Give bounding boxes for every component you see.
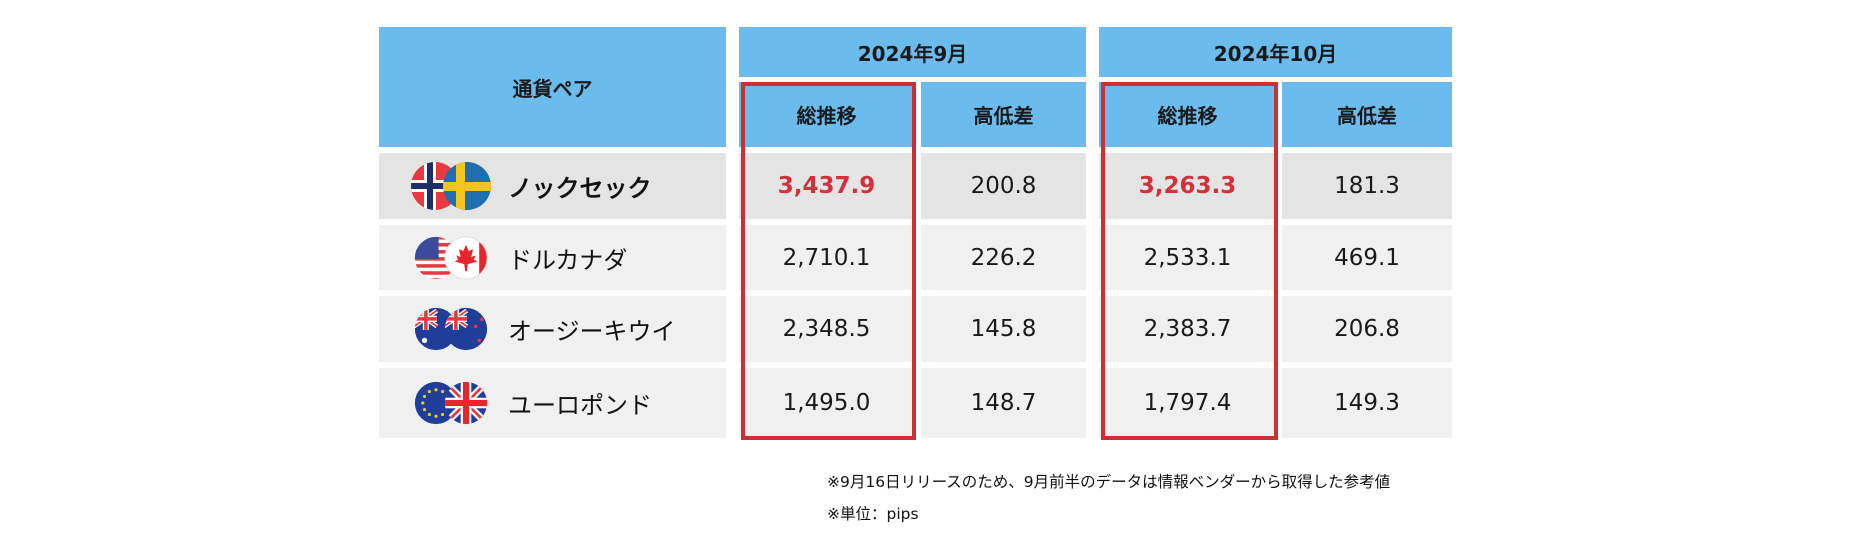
oct-range-cell: 181.3 [1282,153,1452,219]
note-unit: ※単位：pips [827,505,919,523]
oct-total-cell: 2,533.1 [1099,225,1276,290]
oct-total-cell: 1,797.4 [1099,368,1276,438]
uk-flag-icon [444,381,488,425]
sep-total-cell: 1,495.0 [739,368,914,438]
header-oct-total-label: 総推移 [1157,104,1218,128]
header-period-oct: 2024年10月 [1099,27,1452,77]
oct-range-cell: 149.3 [1282,368,1452,438]
aud-nzd-flags [414,307,490,351]
sep-total-cell: 2,348.5 [739,296,914,362]
sep-range-cell: 200.8 [921,153,1086,219]
usd-cad-flags [414,235,490,280]
header-period-sep-label: 2024年9月 [857,41,968,66]
sep-range-cell: 145.8 [921,296,1086,362]
header-currency-pair: 通貨ペア [379,27,726,147]
header-period-sep: 2024年9月 [739,27,1086,77]
table-row-pair: ユーロポンド [379,368,726,438]
table-row-pair: オージーキウイ [379,296,726,362]
sep-range-cell: 148.7 [921,368,1086,438]
sep-total-cell: 2,710.1 [739,225,914,290]
header-currency-pair-label: 通貨ペア [512,76,593,101]
pair-name: ドルカナダ [508,246,628,274]
pair-name: ノックセック [508,174,652,203]
oct-total-cell: 3,263.3 [1099,153,1276,219]
oct-range-cell: 469.1 [1282,225,1452,290]
new-zealand-flag-icon [444,307,488,351]
oct-range-cell: 206.8 [1282,296,1452,362]
header-sep-total-label: 総推移 [796,104,857,128]
sep-total-cell: 3,437.9 [739,153,914,219]
pair-name: ユーロポンド [508,391,652,420]
header-oct-range: 高低差 [1282,82,1452,147]
nok-sek-flags [410,161,492,211]
header-oct-range-label: 高低差 [1337,104,1397,128]
pair-name: オージーキウイ [508,317,676,346]
table-row-pair: ノックセック [379,153,726,219]
oct-total-cell: 2,383.7 [1099,296,1276,362]
note-data-source: ※9月16日リリースのため、9月前半のデータは情報ベンダーから取得した参考値 [827,473,1391,491]
header-sep-range-label: 高低差 [973,104,1034,128]
header-sep-range: 高低差 [921,82,1086,147]
sep-range-cell: 226.2 [921,225,1086,290]
header-period-oct-label: 2024年10月 [1213,41,1338,66]
canada-flag-icon [444,235,488,280]
sweden-flag-icon [443,162,491,210]
eur-gbp-flags [414,381,490,425]
header-oct-total: 総推移 [1099,82,1276,147]
table-row-pair: ドルカナダ [379,225,726,290]
header-sep-total: 総推移 [739,82,914,147]
